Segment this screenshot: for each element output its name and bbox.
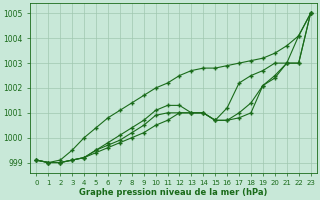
X-axis label: Graphe pression niveau de la mer (hPa): Graphe pression niveau de la mer (hPa) xyxy=(79,188,268,197)
